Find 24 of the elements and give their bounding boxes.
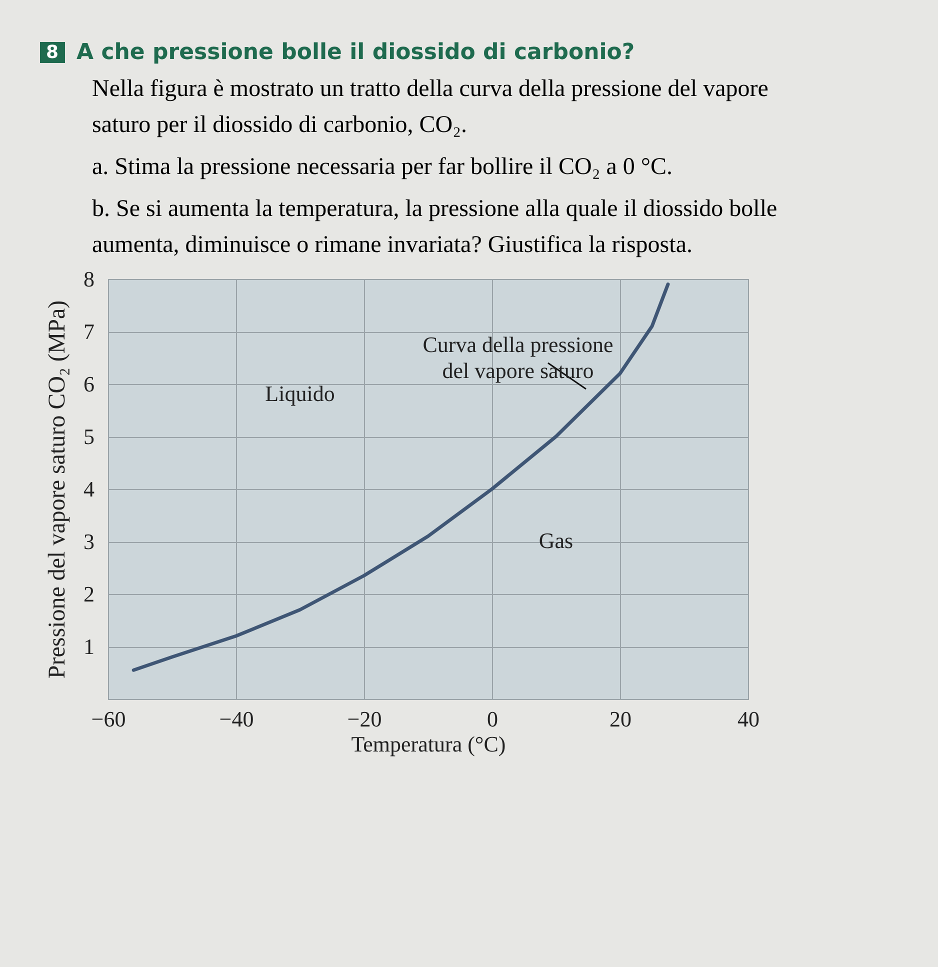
y-tick-label: 6 bbox=[84, 372, 94, 396]
x-axis-title: Temperatura (°C) bbox=[351, 732, 506, 756]
annotation: Liquido bbox=[265, 381, 335, 406]
x-tick-label: 40 bbox=[738, 706, 760, 732]
annotation: Gas bbox=[538, 528, 574, 553]
y-tick-label: 5 bbox=[84, 424, 94, 449]
x-tick-label: −60 bbox=[91, 706, 126, 732]
line-series bbox=[132, 282, 670, 672]
text: b. Se si aumenta la temperatura, la pressione alla quale il diossido bolle aumenta, diminuisce o rimane invariata? Giustifica la risposta. bbox=[92, 195, 778, 260]
y-tick-label: 1 bbox=[84, 634, 94, 659]
x-tick-label: 0 bbox=[487, 706, 498, 732]
y-tick-label: 7 bbox=[84, 319, 94, 344]
x-tick-label: 20 bbox=[610, 706, 632, 732]
chart-subtitle: Nella figura è mostrato un tratto della curva della pressione del vapore saturo per il diossido di carbonio, CO₂. bbox=[92, 75, 770, 140]
y-tick-label: 8 bbox=[84, 266, 94, 292]
chart-title: A che pressione bolle il diossido di carbonio? bbox=[76, 40, 635, 65]
text: a. Stima la pressione necessaria per far bollire il CO₂ a 0 °C. bbox=[92, 153, 674, 182]
y-tick-label: 2 bbox=[84, 582, 94, 606]
y-tick-label: 4 bbox=[84, 476, 94, 502]
text: 8 bbox=[40, 42, 65, 63]
y-axis-title: Pressione del vapore saturo CO₂ (MPa) bbox=[44, 300, 70, 679]
x-tick-label: −20 bbox=[347, 706, 382, 732]
x-tick-label: −40 bbox=[219, 706, 254, 732]
y-tick-label: 3 bbox=[84, 529, 94, 554]
